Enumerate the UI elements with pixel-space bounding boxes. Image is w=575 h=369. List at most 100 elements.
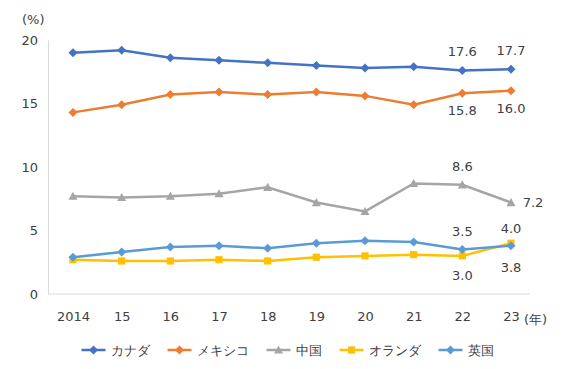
- point-marker: [166, 90, 175, 99]
- point-marker: [215, 256, 222, 263]
- legend-item: 英国: [439, 343, 494, 358]
- x-tick-label: 18: [260, 309, 277, 324]
- point-marker: [118, 257, 125, 264]
- y-tick: 0: [30, 287, 48, 302]
- x-tick: 21: [406, 294, 423, 324]
- point-marker: [361, 63, 370, 72]
- point-marker: [215, 189, 224, 197]
- point-marker: [312, 61, 321, 70]
- plot-area: [69, 46, 516, 265]
- x-axis-title: (年): [524, 312, 547, 327]
- x-tick: 18: [260, 294, 277, 324]
- x-tick: 22: [455, 294, 472, 324]
- x-tick: 16: [163, 294, 180, 324]
- legend-label: 中国: [296, 343, 322, 358]
- data-label: 17.6: [448, 44, 477, 59]
- point-marker: [215, 56, 224, 65]
- legend-marker: [274, 346, 283, 354]
- legend-marker: [175, 346, 184, 355]
- x-tick: 23: [503, 294, 520, 324]
- point-marker: [312, 239, 321, 248]
- series-line: [73, 91, 511, 113]
- y-tick: 10: [21, 160, 48, 175]
- point-marker: [361, 207, 370, 215]
- point-marker: [409, 62, 418, 71]
- x-axis-line: [48, 294, 530, 295]
- y-tick-label: 20: [21, 33, 38, 48]
- legend-marker: [348, 346, 355, 353]
- x-tick-label: 16: [163, 309, 180, 324]
- point-marker: [117, 248, 126, 257]
- point-marker: [263, 244, 272, 253]
- point-marker: [409, 100, 418, 109]
- data-label: 15.8: [448, 103, 477, 118]
- point-marker: [409, 237, 418, 246]
- x-tick-label: 21: [406, 309, 423, 324]
- x-tick-label: 19: [309, 309, 326, 324]
- y-tick: 20: [21, 33, 48, 48]
- point-marker: [507, 198, 516, 206]
- y-tick-label: 15: [21, 96, 38, 111]
- legend-item: オランダ: [340, 343, 422, 358]
- data-label: 17.7: [497, 43, 526, 58]
- data-label: 3.5: [452, 224, 473, 239]
- y-tick: 15: [21, 96, 48, 111]
- data-label: 16.0: [497, 101, 526, 116]
- x-tick-label: 23: [503, 309, 520, 324]
- y-axis: 0 5 10 15 20: [21, 33, 48, 302]
- legend: カナダ メキシコ 中国 オランダ 英国: [82, 343, 494, 358]
- point-marker: [458, 180, 467, 188]
- legend-label: オランダ: [369, 343, 422, 358]
- point-marker: [507, 86, 516, 95]
- data-label: 3.8: [501, 260, 522, 275]
- chart: 0 5 10 15 20 2014 15 16 17 18 19 20 21 22 23 (%) (年) 17.6…: [0, 0, 575, 369]
- point-marker: [263, 183, 272, 191]
- point-marker: [264, 257, 271, 264]
- x-tick: 17: [211, 294, 228, 324]
- point-marker: [313, 254, 320, 261]
- data-label: 7.2: [523, 195, 544, 210]
- point-marker: [458, 89, 467, 98]
- point-marker: [507, 65, 516, 74]
- legend-marker: [89, 346, 98, 355]
- y-tick-label: 0: [30, 287, 38, 302]
- point-marker: [69, 108, 78, 117]
- x-tick: 15: [114, 294, 131, 324]
- y-tick: 5: [30, 223, 48, 238]
- data-labels: 17.617.715.816.08.67.23.04.03.53.8: [448, 43, 543, 283]
- legend-label: メキシコ: [197, 343, 249, 358]
- y-tick-label: 5: [30, 223, 38, 238]
- legend-marker: [446, 346, 455, 355]
- data-label: 8.6: [452, 159, 473, 174]
- point-marker: [409, 179, 418, 187]
- x-tick: 2014: [57, 294, 90, 324]
- point-marker: [458, 245, 467, 254]
- legend-label: 英国: [468, 343, 494, 358]
- x-tick-label: 15: [114, 309, 131, 324]
- point-marker: [69, 192, 78, 200]
- point-marker: [361, 252, 368, 259]
- legend-label: カナダ: [111, 343, 151, 358]
- data-label: 3.0: [452, 268, 473, 283]
- x-tick: 19: [309, 294, 326, 324]
- point-marker: [312, 88, 321, 97]
- point-marker: [166, 243, 175, 252]
- point-marker: [410, 251, 417, 258]
- series-line: [73, 50, 511, 70]
- legend-item: 中国: [267, 343, 322, 358]
- point-marker: [69, 48, 78, 57]
- point-marker: [263, 90, 272, 99]
- point-marker: [215, 241, 224, 250]
- point-marker: [312, 198, 321, 206]
- series-line: [73, 184, 511, 212]
- x-axis: 2014151617181920212223: [48, 294, 530, 324]
- x-tick-label: 17: [211, 309, 228, 324]
- y-axis-line: [48, 41, 49, 295]
- point-marker: [117, 100, 126, 109]
- x-tick-label: 22: [455, 309, 472, 324]
- point-marker: [263, 58, 272, 67]
- point-marker: [167, 257, 174, 264]
- y-axis-title: (%): [22, 12, 45, 27]
- point-marker: [166, 53, 175, 62]
- point-marker: [117, 193, 126, 201]
